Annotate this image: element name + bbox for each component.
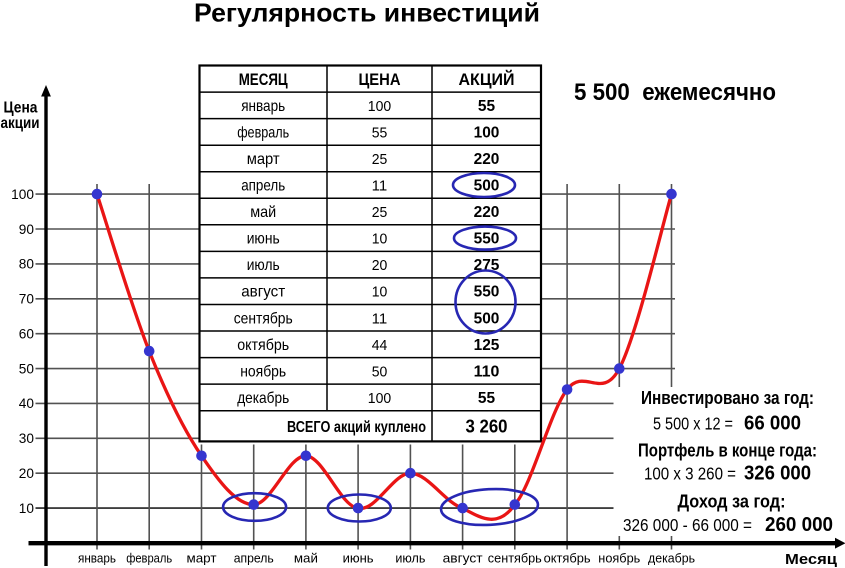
svg-text:ноябрь: ноябрь [240,363,286,380]
svg-text:АКЦИЙ: АКЦИЙ [459,70,515,89]
svg-text:5 500 ежемесячно: 5 500 ежемесячно [574,79,776,106]
svg-text:август: август [241,284,286,301]
svg-text:20: 20 [372,258,388,274]
svg-text:550: 550 [474,284,500,301]
svg-text:октябрь: октябрь [544,551,591,566]
svg-text:90: 90 [19,222,34,237]
svg-text:60: 60 [19,327,34,342]
svg-text:80: 80 [19,257,34,272]
svg-text:66 000: 66 000 [744,413,801,435]
svg-text:20: 20 [19,466,34,481]
svg-text:55: 55 [478,98,496,115]
svg-text:220: 220 [474,204,500,221]
svg-text:100: 100 [474,124,500,141]
svg-text:11: 11 [372,311,388,327]
svg-text:Цена: Цена [4,100,38,117]
svg-text:май: май [250,204,276,221]
svg-text:220: 220 [474,151,500,168]
svg-text:326 000: 326 000 [744,463,811,485]
svg-text:апрель: апрель [234,551,274,566]
svg-text:декабрь: декабрь [237,390,289,407]
svg-text:100: 100 [368,99,391,115]
svg-text:декабрь: декабрь [648,551,695,566]
svg-text:март: март [187,551,217,566]
svg-text:ВСЕГО акций куплено: ВСЕГО акций куплено [287,419,426,436]
svg-text:август: август [443,551,483,566]
svg-text:ноябрь: ноябрь [598,551,640,566]
svg-text:3 260: 3 260 [466,416,508,436]
svg-text:50: 50 [19,361,34,376]
svg-text:10: 10 [372,232,388,248]
svg-text:Месяц: Месяц [785,552,837,568]
svg-text:октябрь: октябрь [237,337,289,354]
svg-text:Инвестировано за год:: Инвестировано за год: [641,388,814,408]
svg-text:Регулярность инвестиций: Регулярность инвестиций [194,0,540,28]
svg-text:10: 10 [372,285,388,301]
svg-text:11: 11 [372,179,388,195]
svg-text:55: 55 [372,125,388,141]
svg-text:30: 30 [19,431,34,446]
svg-text:ЦЕНА: ЦЕНА [359,70,401,89]
svg-text:июнь: июнь [247,231,280,248]
svg-text:5 500 x 12 =: 5 500 x 12 = [653,414,733,434]
svg-text:44: 44 [372,338,388,354]
svg-text:10: 10 [19,501,34,516]
svg-text:январь: январь [78,551,116,566]
svg-text:260 000: 260 000 [765,514,833,536]
svg-text:50: 50 [372,364,388,380]
svg-text:25: 25 [372,205,388,221]
svg-text:70: 70 [19,292,34,307]
svg-text:акции: акции [1,115,40,132]
svg-text:июнь: июнь [343,551,374,566]
svg-text:100: 100 [11,187,34,202]
svg-text:40: 40 [19,396,34,411]
svg-text:Портфель в конце года:: Портфель в конце года: [638,441,817,461]
svg-text:июль: июль [395,551,425,566]
svg-text:326 000 - 66 000 =: 326 000 - 66 000 = [623,515,752,535]
svg-text:февраль: февраль [126,551,172,566]
svg-text:100 x 3 260 =: 100 x 3 260 = [644,464,736,484]
svg-text:500: 500 [474,178,500,195]
svg-text:25: 25 [372,152,388,168]
svg-text:март: март [247,151,281,168]
svg-text:февраль: февраль [237,124,289,141]
svg-text:сентябрь: сентябрь [488,551,542,566]
svg-text:МЕСЯЦ: МЕСЯЦ [239,70,288,89]
svg-text:июль: июль [247,257,280,274]
svg-text:500: 500 [474,310,500,327]
svg-text:январь: январь [241,98,285,115]
svg-text:55: 55 [478,390,496,407]
svg-text:апрель: апрель [241,178,285,195]
svg-text:110: 110 [474,363,500,380]
svg-text:100: 100 [368,391,391,407]
svg-text:сентябрь: сентябрь [234,310,293,327]
svg-text:550: 550 [474,231,500,248]
svg-text:Доход за год:: Доход за год: [678,492,786,512]
svg-text:125: 125 [474,337,500,354]
svg-text:май: май [294,551,318,566]
